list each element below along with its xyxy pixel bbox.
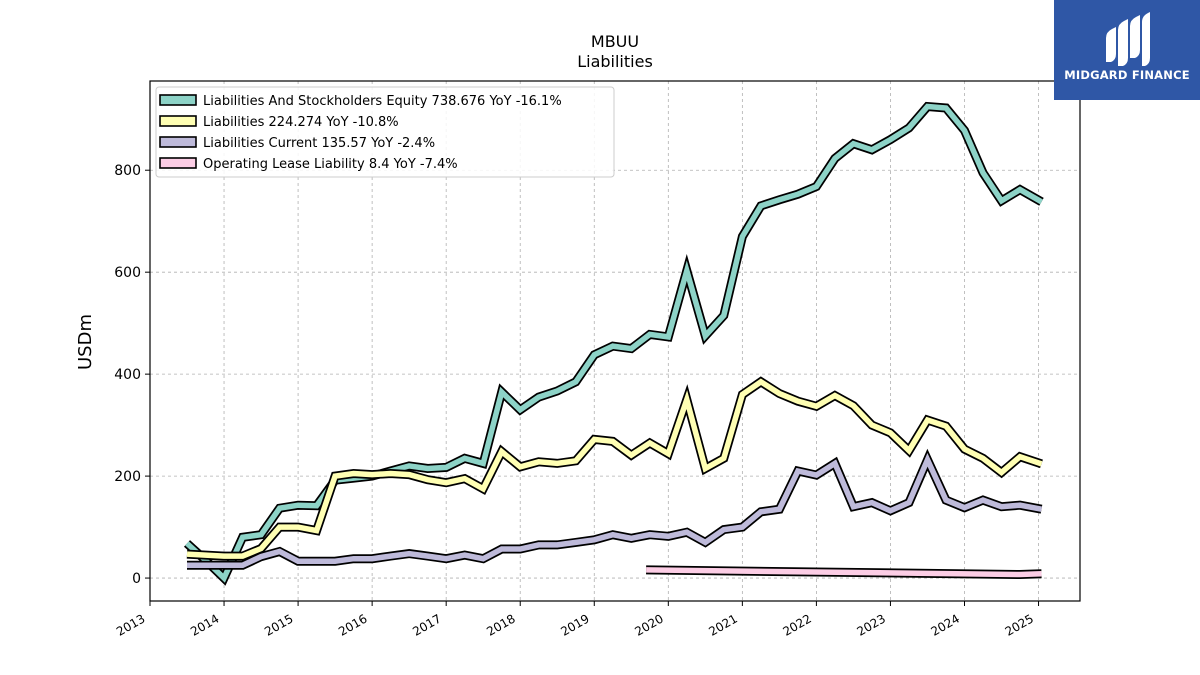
x-tick-label: 2020 [632,611,665,638]
x-tick-label: 2023 [854,611,887,638]
legend-swatch [159,115,197,127]
legend-swatch [159,94,197,106]
x-tick-label: 2021 [706,611,739,638]
series-line [646,567,1042,578]
logo-text: MIDGARD FINANCE [1064,68,1190,82]
chart-title: MBUU [591,32,639,51]
legend-swatch [159,136,197,148]
chart-subtitle: Liabilities [577,52,653,71]
plot-frame [149,80,1081,602]
legend-entry: Liabilities 224.274 YoY -10.8% [203,115,399,130]
y-tick-label: 800 [114,163,141,179]
y-axis-label: USDm [75,314,96,370]
x-tick-label: 2024 [929,611,962,638]
legend-entry: Liabilities Current 135.57 YoY -2.4% [203,136,435,151]
legend: Liabilities And Stockholders Equity 738.… [155,86,615,178]
y-tick-label: 200 [114,469,141,485]
legend-entry: Liabilities And Stockholders Equity 738.… [203,94,562,109]
series-line-outline [187,448,1043,570]
x-tick-label: 2016 [336,611,369,638]
x-tick-label: 2015 [262,611,295,638]
y-tick-label: 0 [132,571,141,587]
x-tick-label: 2014 [188,611,221,638]
legend-box [155,86,615,178]
y-tick-label: 400 [114,367,141,383]
legend-entry: Operating Lease Liability 8.4 YoY -7.4% [203,157,458,172]
x-tick-label: 2025 [1003,611,1036,638]
x-tick-label: 2022 [780,611,813,638]
x-tick-label: 2019 [558,611,591,638]
series-line [186,378,1043,559]
series-2 [187,448,1043,570]
x-tick-label: 2013 [114,611,147,638]
axes: 2013 2014 2015 2016 2017 2018 2019 2020 2021 2022… [114,163,1040,639]
x-tick-label: 2017 [410,611,443,638]
midgard-finance-logo: MIDGARD FINANCE [1054,0,1200,100]
series-lines [183,101,1044,586]
midgard-logo-icon [1106,12,1150,66]
series-1 [186,376,1043,561]
series-line [187,453,1043,569]
x-tick-label: 2018 [484,611,517,638]
y-tick-label: 600 [114,265,141,281]
series-3 [646,565,1042,580]
legend-swatch [159,157,197,169]
